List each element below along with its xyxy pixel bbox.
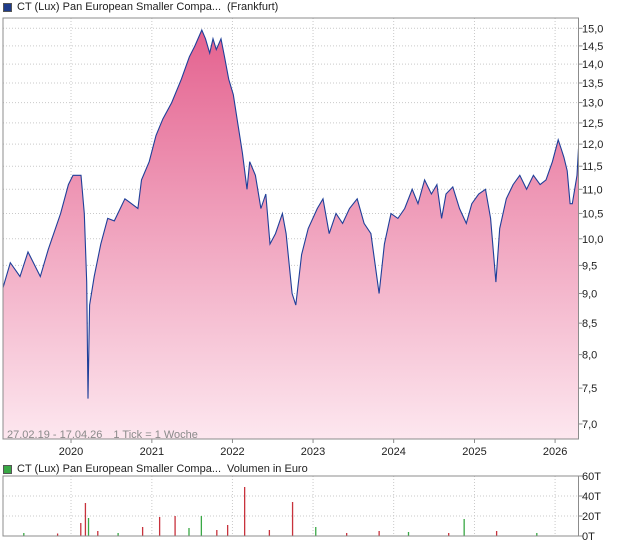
price-y-tick-label: 14,0 [582,59,603,71]
price-y-tick-label: 11,0 [582,184,603,196]
price-y-tick-label: 12,5 [582,118,603,130]
volume-bar [23,533,25,536]
price-x-tick-label: 2024 [381,446,405,458]
volume-legend: CT (Lux) Pan European Smaller Compa... V… [3,462,314,476]
volume-bars [23,487,538,536]
price-y-tick-label: 10,0 [582,234,603,246]
volume-y-axis: 60T 40T 20T 0T [578,471,601,543]
volume-bar [174,516,176,536]
volume-bar [97,531,99,536]
price-x-tick-label: 2021 [140,446,164,458]
price-exchange: (Frankfurt) [227,1,279,13]
price-y-tick-label: 9,5 [582,260,597,272]
price-y-tick-label: 7,0 [582,419,597,431]
volume-unit: Volumen in Euro [227,463,308,475]
volume-bar [158,517,161,536]
price-y-axis: 15,0 14,5 14,0 13,5 13,0 12,5 12,0 11,5 11,0 10,5… [578,23,603,431]
volume-y-tick-label: 40T [582,491,601,503]
volume-bar [56,533,59,536]
price-x-tick-label: 2022 [220,446,244,458]
volume-bar [243,487,246,536]
price-x-tick-label: 2025 [462,446,486,458]
price-x-axis: 2020 2021 2022 2023 2024 2025 2026 [59,439,567,458]
price-x-tick-label: 2020 [59,446,83,458]
volume-bar [117,533,119,536]
price-y-tick-label: 12,0 [582,139,603,151]
volume-bar [200,516,203,536]
volume-series-name: CT (Lux) Pan European Smaller Compa... [17,463,221,475]
volume-y-tick-label: 60T [582,471,601,483]
price-y-tick-label: 13,5 [582,78,603,90]
price-y-tick-label: 7,5 [582,383,597,395]
price-y-tick-label: 11,5 [582,161,603,173]
price-x-tick-label: 2023 [301,446,325,458]
price-y-tick-label: 8,5 [582,318,597,330]
volume-bar [463,519,465,536]
volume-y-tick-label: 0T [582,531,595,543]
price-y-tick-label: 15,0 [582,23,603,35]
volume-bar [536,533,538,536]
price-y-tick-label: 14,5 [582,41,603,53]
price-frame [2,17,579,440]
volume-bar [188,528,190,536]
volume-bar [216,530,218,536]
volume-bar [291,502,294,536]
volume-bar [378,531,380,536]
volume-bar [268,530,271,536]
price-line [2,28,580,399]
volume-bar [448,533,450,536]
volume-bar [226,525,229,536]
volume-bar [87,518,90,536]
price-y-tick-label: 9,0 [582,288,597,300]
price-y-tick-label: 10,5 [582,208,603,220]
volume-frame [2,475,579,537]
volume-bar [407,532,410,536]
volume-grid [3,475,579,537]
price-x-tick-label: 2026 [543,446,567,458]
volume-bar [80,523,82,536]
price-area [3,30,579,439]
volume-bar [84,503,87,536]
volume-series-swatch [3,464,12,474]
volume-y-tick-label: 20T [582,511,601,523]
volume-bar [141,527,144,536]
price-y-tick-label: 13,0 [582,98,603,110]
range-caption: 27.02.19 - 17.04.26 1 Tick = 1 Woche [7,429,198,441]
volume-bar [495,531,498,536]
volume-bar [346,533,348,536]
price-legend: CT (Lux) Pan European Smaller Compa... (… [3,0,284,14]
price-series-swatch [3,2,12,12]
volume-bar [315,527,317,536]
price-series-name: CT (Lux) Pan European Smaller Compa... [17,1,221,13]
price-y-tick-label: 8,0 [582,350,597,362]
